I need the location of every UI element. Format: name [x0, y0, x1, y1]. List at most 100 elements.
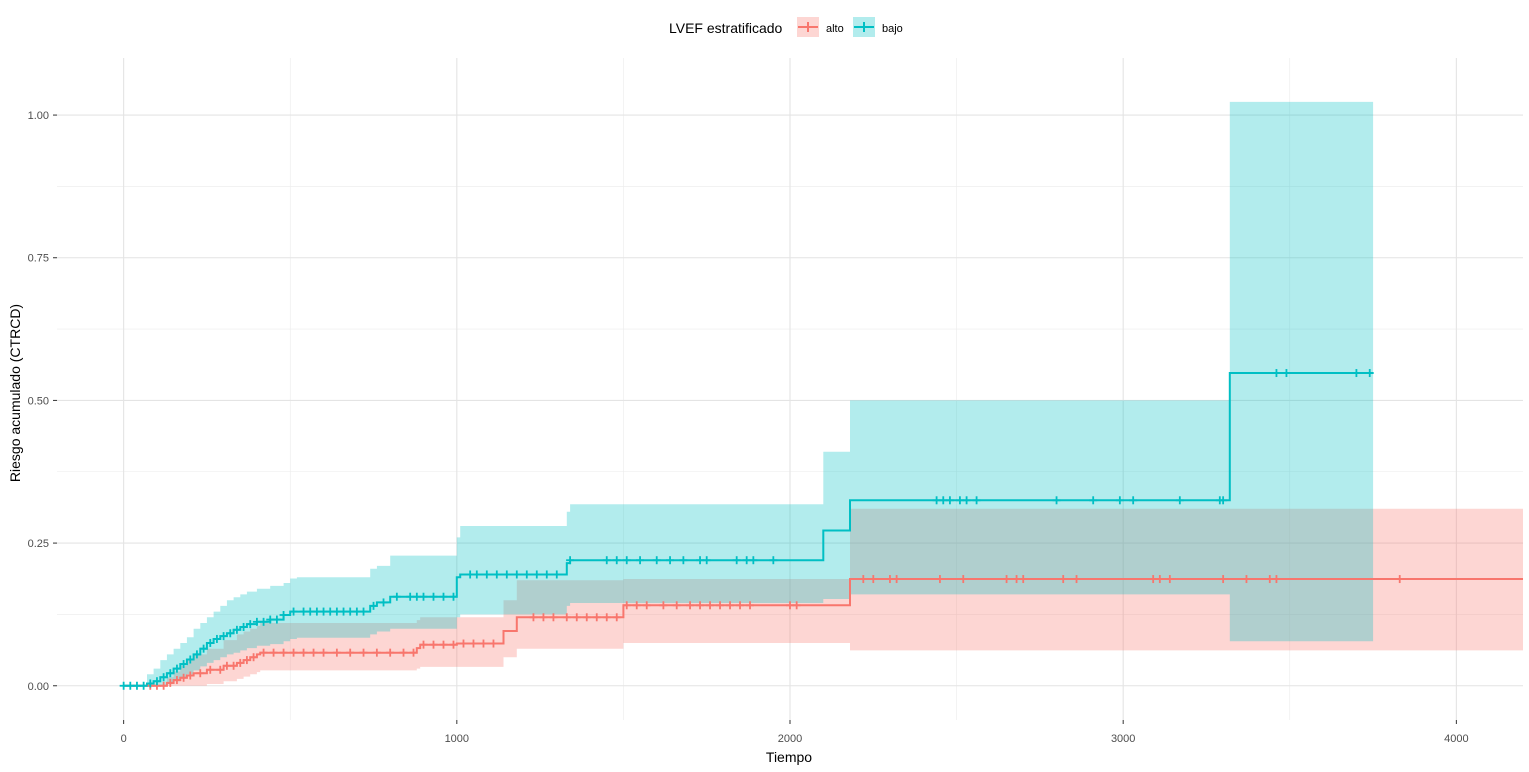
censor-mark-alto — [216, 665, 225, 674]
censor-mark-alto — [892, 575, 901, 584]
censor-mark-bajo — [359, 607, 368, 616]
censor-mark-alto — [269, 648, 278, 657]
censor-mark-bajo — [439, 592, 448, 601]
censor-mark-alto — [386, 648, 395, 657]
censor-mark-bajo — [532, 570, 541, 579]
censor-mark-alto — [659, 601, 668, 610]
y-axis-title: Riesgo acumulado (CTRCD) — [7, 304, 23, 482]
censor-mark-bajo — [732, 556, 741, 565]
censor-mark-bajo — [1219, 496, 1228, 505]
censor-mark-alto — [716, 601, 725, 610]
censor-mark-bajo — [1129, 496, 1138, 505]
censor-mark-bajo — [1365, 369, 1374, 378]
grid-lines — [57, 58, 1523, 720]
censor-mark-alto — [159, 681, 168, 690]
censor-mark-bajo — [146, 679, 155, 688]
censor-mark-alto — [179, 673, 188, 682]
censor-mark-alto — [696, 601, 705, 610]
censor-mark-bajo — [1352, 369, 1361, 378]
censor-mark-alto — [706, 601, 715, 610]
censor-mark-bajo — [159, 673, 168, 682]
censor-mark-alto — [622, 601, 631, 610]
censor-mark-bajo — [1089, 496, 1098, 505]
censor-mark-alto — [242, 656, 251, 665]
legend: LVEF estratificado alto bajo — [669, 17, 903, 37]
censor-mark-alto — [1072, 575, 1081, 584]
legend-label-alto: alto — [826, 23, 844, 35]
censor-mark-alto — [459, 639, 468, 648]
censor-mark-bajo — [1115, 496, 1124, 505]
censor-mark-alto — [1165, 575, 1174, 584]
x-axis-title: Tiempo — [766, 749, 812, 765]
censor-mark-bajo — [492, 570, 501, 579]
censor-mark-alto — [332, 648, 341, 657]
censor-mark-bajo — [279, 610, 288, 619]
censor-mark-alto — [1219, 575, 1228, 584]
x-tick-label: 3000 — [1111, 733, 1135, 745]
censor-mark-alto — [279, 648, 288, 657]
censor-mark-bajo — [1282, 369, 1291, 378]
censor-mark-bajo — [379, 598, 388, 607]
censor-mark-bajo — [622, 556, 631, 565]
censor-mark-bajo — [652, 556, 661, 565]
censor-mark-bajo — [1052, 496, 1061, 505]
censor-mark-bajo — [152, 677, 161, 686]
censor-mark-alto — [409, 648, 418, 657]
x-tick-label: 4000 — [1444, 733, 1468, 745]
censor-mark-alto — [249, 653, 258, 662]
censor-mark-alto — [229, 661, 238, 670]
y-tick-label: 0.75 — [28, 253, 49, 265]
censor-mark-bajo — [542, 570, 551, 579]
censor-mark-bajo — [522, 570, 531, 579]
censor-mark-alto — [549, 613, 558, 622]
censor-mark-bajo — [206, 638, 215, 647]
censor-mark-alto — [372, 648, 381, 657]
censor-mark-bajo — [199, 644, 208, 653]
censor-mark-alto — [186, 671, 195, 680]
censor-mark-alto — [582, 613, 591, 622]
censor-mark-bajo — [239, 622, 248, 631]
censor-mark-alto — [236, 658, 245, 667]
censor-mark-alto — [359, 648, 368, 657]
censor-mark-bajo — [945, 496, 954, 505]
censor-mark-bajo — [1272, 369, 1281, 378]
censor-mark-bajo — [702, 556, 711, 565]
x-tick-label: 2000 — [778, 733, 802, 745]
y-axis-ticks: 0.00 0.25 0.50 0.75 1.00 — [28, 110, 57, 693]
censor-mark-bajo — [472, 570, 481, 579]
censor-mark-alto — [672, 601, 681, 610]
censor-mark-alto — [529, 613, 538, 622]
censor-mark-alto — [489, 639, 498, 648]
censor-mark-alto — [429, 640, 438, 649]
censor-mark-alto — [166, 678, 175, 687]
censor-mark-bajo — [139, 681, 148, 690]
censor-mark-alto — [642, 601, 651, 610]
censor-mark-bajo — [166, 669, 175, 678]
censor-mark-alto — [612, 613, 621, 622]
censor-mark-bajo — [636, 556, 645, 565]
censor-mark-bajo — [232, 625, 241, 634]
censor-mark-alto — [736, 601, 745, 610]
censor-mark-alto — [1002, 575, 1011, 584]
censor-mark-alto — [869, 575, 878, 584]
censor-mark-bajo — [192, 650, 201, 659]
censor-mark-alto — [1395, 575, 1404, 584]
censor-mark-bajo — [392, 592, 401, 601]
legend-key-bajo — [853, 17, 875, 37]
censor-mark-bajo — [212, 634, 221, 643]
legend-title: LVEF estratificado — [669, 20, 783, 36]
censor-mark-bajo — [749, 556, 758, 565]
censor-mark-bajo — [179, 660, 188, 669]
x-tick-label: 1000 — [445, 733, 469, 745]
censor-mark-alto — [469, 639, 478, 648]
censor-mark-alto — [299, 648, 308, 657]
censor-mark-bajo — [972, 496, 981, 505]
censor-mark-bajo — [449, 592, 458, 601]
censor-mark-bajo — [289, 607, 298, 616]
censor-mark-alto — [959, 575, 968, 584]
y-tick-label: 0.50 — [28, 395, 49, 407]
censor-mark-alto — [602, 613, 611, 622]
censor-mark-bajo — [172, 664, 181, 673]
censor-mark-bajo — [502, 570, 511, 579]
